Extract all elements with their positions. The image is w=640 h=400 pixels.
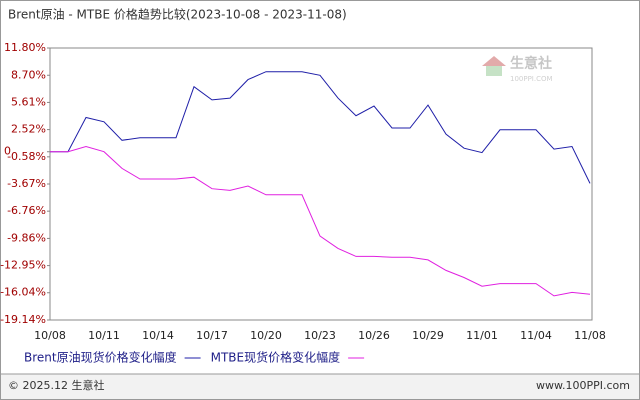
- x-tick-label: 11/01: [466, 329, 498, 342]
- x-tick-label: 10/14: [142, 329, 174, 342]
- series-line: [50, 145, 591, 297]
- x-tick-label: 10/11: [88, 329, 120, 342]
- chart-title: Brent原油 - MTBE 价格趋势比较(2023-10-08 - 2023-…: [8, 7, 347, 22]
- footer-url: www.100PPI.com: [536, 379, 630, 392]
- y-tick-label: 11.80%: [4, 41, 46, 54]
- y-tick-label: 0: [4, 145, 11, 158]
- watermark-icon: [482, 56, 506, 66]
- watermark-name: 生意社: [510, 55, 552, 72]
- footer-band: [1, 374, 639, 399]
- footer-copyright: © 2025.12 生意社: [8, 378, 104, 392]
- x-tick-label: 10/29: [412, 329, 444, 342]
- y-tick-label: 2.52%: [11, 123, 46, 136]
- watermark-icon: [486, 66, 502, 76]
- y-tick-label: 5.61%: [11, 95, 46, 108]
- y-tick-label: -19.14%: [0, 313, 46, 326]
- y-tick-label: -9.86%: [7, 231, 46, 244]
- series-line: [50, 71, 591, 184]
- x-tick-label: 10/23: [304, 329, 336, 342]
- legend-label: Brent原油现货价格变化幅度: [24, 350, 177, 365]
- x-tick-label: 10/20: [250, 329, 282, 342]
- watermark: 生意社 100PPI.COM: [482, 55, 553, 83]
- y-tick-label: -16.04%: [0, 286, 46, 299]
- x-tick-label: 10/08: [34, 329, 66, 342]
- y-tick-label: -12.95%: [0, 259, 46, 272]
- y-tick-label: -3.67%: [7, 177, 46, 190]
- y-tick-label: 8.70%: [11, 68, 46, 81]
- x-tick-label: 11/04: [520, 329, 552, 342]
- x-tick-label: 10/26: [358, 329, 390, 342]
- y-tick-label: -0.58%: [7, 150, 46, 163]
- x-tick-label: 10/17: [196, 329, 228, 342]
- watermark-site: 100PPI.COM: [510, 75, 553, 83]
- legend-label: MTBE现货价格变化幅度: [211, 350, 341, 365]
- y-tick-label: -6.76%: [7, 204, 46, 217]
- x-tick-label: 11/08: [574, 329, 606, 342]
